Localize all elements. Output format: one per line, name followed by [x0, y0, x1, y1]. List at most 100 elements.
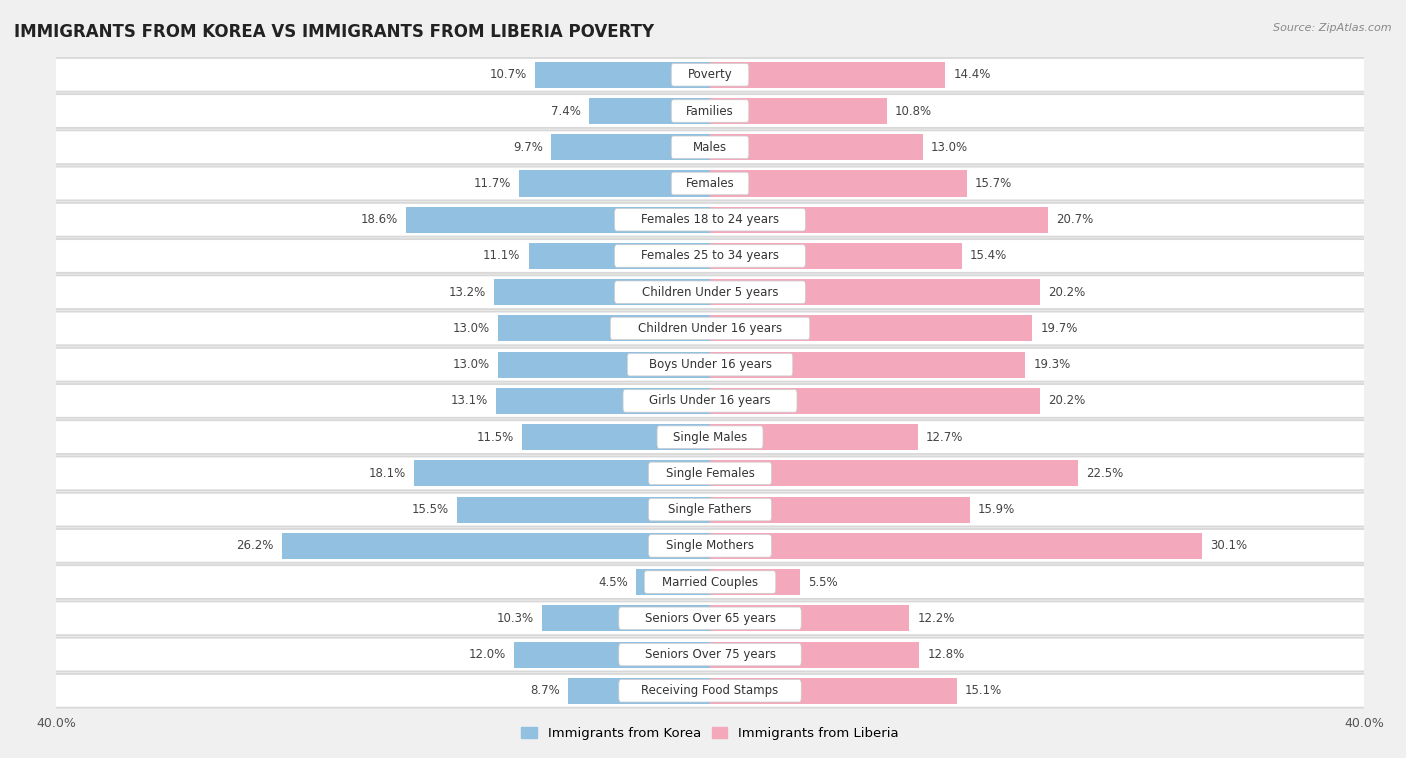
Text: 10.7%: 10.7%: [489, 68, 527, 81]
FancyBboxPatch shape: [52, 493, 1368, 525]
Text: 18.6%: 18.6%: [360, 213, 398, 226]
FancyBboxPatch shape: [52, 603, 1368, 634]
Bar: [710, 207, 1049, 233]
Text: 5.5%: 5.5%: [808, 575, 838, 588]
Text: Single Mothers: Single Mothers: [666, 540, 754, 553]
Bar: [529, 243, 710, 269]
Bar: [541, 606, 710, 631]
FancyBboxPatch shape: [671, 64, 749, 86]
FancyBboxPatch shape: [48, 564, 1372, 600]
FancyBboxPatch shape: [52, 421, 1368, 453]
Text: 18.1%: 18.1%: [368, 467, 406, 480]
FancyBboxPatch shape: [614, 208, 806, 231]
FancyBboxPatch shape: [52, 168, 1368, 199]
Bar: [710, 606, 910, 631]
Bar: [551, 134, 710, 160]
Text: 15.4%: 15.4%: [970, 249, 1007, 262]
Text: 11.5%: 11.5%: [477, 431, 515, 443]
Text: Poverty: Poverty: [688, 68, 733, 81]
FancyBboxPatch shape: [48, 274, 1372, 310]
FancyBboxPatch shape: [48, 238, 1372, 274]
FancyBboxPatch shape: [671, 136, 749, 158]
Text: 15.5%: 15.5%: [412, 503, 449, 516]
Bar: [710, 496, 970, 523]
Text: IMMIGRANTS FROM KOREA VS IMMIGRANTS FROM LIBERIA POVERTY: IMMIGRANTS FROM KOREA VS IMMIGRANTS FROM…: [14, 23, 654, 41]
Text: 15.9%: 15.9%: [979, 503, 1015, 516]
FancyBboxPatch shape: [52, 204, 1368, 236]
FancyBboxPatch shape: [657, 426, 763, 449]
Bar: [710, 171, 967, 196]
Text: Girls Under 16 years: Girls Under 16 years: [650, 394, 770, 407]
Text: Single Females: Single Females: [665, 467, 755, 480]
FancyBboxPatch shape: [52, 675, 1368, 706]
Bar: [710, 352, 1025, 377]
Text: Families: Families: [686, 105, 734, 117]
Text: Married Couples: Married Couples: [662, 575, 758, 588]
FancyBboxPatch shape: [48, 637, 1372, 672]
Text: Source: ZipAtlas.com: Source: ZipAtlas.com: [1274, 23, 1392, 33]
Text: 7.4%: 7.4%: [551, 105, 581, 117]
Bar: [457, 496, 710, 523]
FancyBboxPatch shape: [52, 240, 1368, 272]
Bar: [710, 424, 918, 450]
Bar: [637, 569, 710, 595]
Text: 10.8%: 10.8%: [894, 105, 932, 117]
Text: Seniors Over 75 years: Seniors Over 75 years: [644, 648, 776, 661]
FancyBboxPatch shape: [648, 534, 772, 557]
FancyBboxPatch shape: [48, 202, 1372, 237]
Text: 20.2%: 20.2%: [1049, 394, 1085, 407]
Bar: [710, 243, 962, 269]
Bar: [568, 678, 710, 704]
Text: 12.8%: 12.8%: [928, 648, 965, 661]
Bar: [495, 279, 710, 305]
Text: 13.0%: 13.0%: [453, 322, 489, 335]
FancyBboxPatch shape: [671, 172, 749, 195]
FancyBboxPatch shape: [52, 385, 1368, 417]
Bar: [710, 388, 1040, 414]
Bar: [406, 207, 710, 233]
Text: 20.7%: 20.7%: [1056, 213, 1094, 226]
Bar: [519, 171, 710, 196]
Text: Females 25 to 34 years: Females 25 to 34 years: [641, 249, 779, 262]
Bar: [710, 98, 887, 124]
Bar: [710, 61, 945, 88]
FancyBboxPatch shape: [48, 456, 1372, 491]
Text: 15.7%: 15.7%: [974, 177, 1012, 190]
FancyBboxPatch shape: [48, 419, 1372, 455]
Text: 19.7%: 19.7%: [1040, 322, 1077, 335]
FancyBboxPatch shape: [48, 383, 1372, 418]
Text: 12.2%: 12.2%: [918, 612, 955, 625]
Text: 13.2%: 13.2%: [449, 286, 486, 299]
Bar: [710, 315, 1032, 342]
FancyBboxPatch shape: [52, 566, 1368, 598]
FancyBboxPatch shape: [52, 312, 1368, 344]
FancyBboxPatch shape: [614, 281, 806, 303]
Text: Receiving Food Stamps: Receiving Food Stamps: [641, 684, 779, 697]
Bar: [281, 533, 710, 559]
Text: 9.7%: 9.7%: [513, 141, 543, 154]
Text: 26.2%: 26.2%: [236, 540, 274, 553]
Text: 8.7%: 8.7%: [530, 684, 560, 697]
FancyBboxPatch shape: [648, 498, 772, 521]
Text: Females: Females: [686, 177, 734, 190]
Bar: [710, 460, 1078, 487]
Bar: [710, 678, 957, 704]
FancyBboxPatch shape: [648, 462, 772, 484]
Text: 19.3%: 19.3%: [1033, 359, 1071, 371]
FancyBboxPatch shape: [614, 245, 806, 268]
FancyBboxPatch shape: [48, 528, 1372, 564]
FancyBboxPatch shape: [52, 131, 1368, 163]
Text: 13.0%: 13.0%: [931, 141, 967, 154]
Bar: [498, 315, 710, 342]
Text: 10.3%: 10.3%: [496, 612, 533, 625]
Bar: [515, 641, 710, 668]
FancyBboxPatch shape: [48, 57, 1372, 92]
Legend: Immigrants from Korea, Immigrants from Liberia: Immigrants from Korea, Immigrants from L…: [516, 722, 904, 745]
FancyBboxPatch shape: [48, 130, 1372, 165]
Text: Children Under 5 years: Children Under 5 years: [641, 286, 779, 299]
Text: 22.5%: 22.5%: [1085, 467, 1123, 480]
FancyBboxPatch shape: [48, 311, 1372, 346]
Bar: [589, 98, 710, 124]
Text: 12.0%: 12.0%: [468, 648, 506, 661]
FancyBboxPatch shape: [627, 353, 793, 376]
